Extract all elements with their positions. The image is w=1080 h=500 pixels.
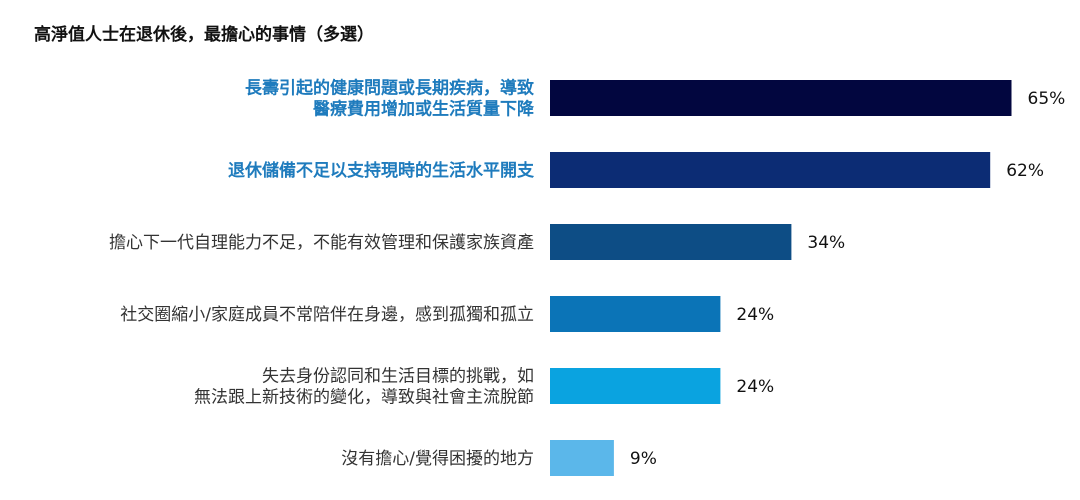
value-label-3: 24% [736,305,774,325]
category-label-4-line-0: 失去身份認同和生活目標的挑戰，如 [262,367,534,387]
value-label-4: 24% [736,377,774,397]
bar-3 [550,296,721,332]
category-label-1-line-0: 退休儲備不足以支持現時的生活水平開支 [228,160,535,181]
category-label-0-line-0: 長壽引起的健康問題或長期疾病，導致 [245,78,535,99]
category-label-0-line-1: 醫療費用增加或生活質量下降 [313,99,535,120]
chart-title: 高淨值人士在退休後，最擔心的事情（多選） [34,25,374,45]
category-label-5-line-0: 沒有擔心/覺得困擾的地方 [341,449,534,469]
value-label-2: 34% [807,233,845,253]
value-label-5: 9% [630,449,657,469]
category-label-4-line-1: 無法跟上新技術的變化，導致與社會主流脫節 [194,388,534,408]
bar-2 [550,224,792,260]
category-label-3-line-0: 社交圈縮小/家庭成員不常陪伴在身邊，感到孤獨和孤立 [120,305,534,325]
bar-0 [550,80,1012,116]
bar-4 [550,368,721,404]
category-label-2-line-0: 擔心下一代自理能力不足，不能有效管理和保護家族資產 [109,233,534,253]
bar-1 [550,152,991,188]
bar-5 [550,440,614,476]
value-label-1: 62% [1006,161,1044,181]
value-label-0: 65% [1028,89,1066,109]
